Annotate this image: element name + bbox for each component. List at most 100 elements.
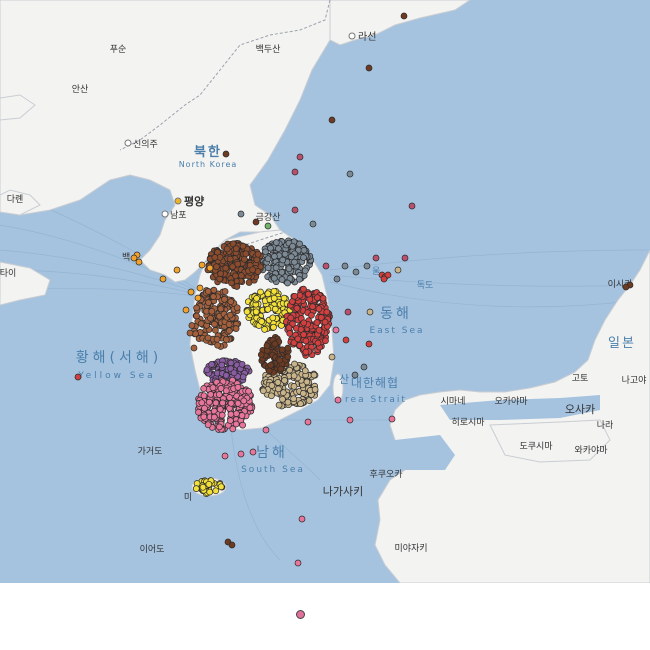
- map-canvas[interactable]: 푸순 백두산 라선 안산 신의주 북한 North Korea 다롄 평양 남포…: [0, 0, 650, 583]
- map-point[interactable]: [264, 255, 272, 263]
- map-point[interactable]: [74, 373, 82, 381]
- map-point[interactable]: [257, 288, 264, 296]
- map-point[interactable]: [186, 329, 194, 337]
- map-point[interactable]: [262, 248, 269, 256]
- map-point[interactable]: [200, 413, 208, 421]
- map-point[interactable]: [187, 288, 195, 296]
- map-point[interactable]: [225, 321, 233, 328]
- map-point[interactable]: [278, 346, 286, 354]
- map-point[interactable]: [228, 279, 235, 287]
- map-point[interactable]: [300, 331, 307, 338]
- map-point[interactable]: [300, 246, 308, 254]
- map-point[interactable]: [279, 389, 287, 396]
- map-point[interactable]: [188, 322, 196, 329]
- map-point[interactable]: [204, 334, 212, 342]
- map-point[interactable]: [204, 288, 212, 295]
- map-point[interactable]: [299, 390, 307, 397]
- map-point[interactable]: [237, 450, 245, 458]
- map-point[interactable]: [229, 263, 236, 270]
- map-point[interactable]: [288, 253, 295, 261]
- map-point[interactable]: [300, 319, 308, 327]
- map-point[interactable]: [281, 377, 288, 384]
- map-point[interactable]: [219, 399, 226, 407]
- map-point[interactable]: [253, 295, 260, 302]
- map-point[interactable]: [210, 293, 217, 300]
- map-point[interactable]: [193, 312, 200, 320]
- map-point[interactable]: [302, 337, 310, 345]
- map-point[interactable]: [212, 326, 219, 334]
- map-point[interactable]: [290, 395, 297, 403]
- map-point[interactable]: [194, 294, 202, 302]
- map-point[interactable]: [268, 392, 275, 400]
- map-point[interactable]: [314, 339, 322, 347]
- map-point[interactable]: [222, 150, 230, 158]
- map-point[interactable]: [227, 359, 235, 367]
- map-point[interactable]: [263, 342, 271, 350]
- map-point[interactable]: [233, 410, 240, 417]
- map-point[interactable]: [227, 298, 235, 305]
- map-point[interactable]: [323, 308, 331, 316]
- map-point[interactable]: [223, 245, 231, 253]
- map-point[interactable]: [229, 425, 237, 433]
- map-point[interactable]: [200, 385, 208, 392]
- map-point[interactable]: [287, 314, 295, 322]
- map-point[interactable]: [285, 265, 293, 273]
- map-point[interactable]: [264, 305, 272, 313]
- map-point[interactable]: [284, 353, 292, 361]
- map-point[interactable]: [227, 417, 234, 424]
- map-point[interactable]: [275, 245, 282, 252]
- map-point[interactable]: [195, 408, 202, 416]
- map-point[interactable]: [226, 255, 234, 263]
- map-point[interactable]: [311, 386, 319, 393]
- map-point[interactable]: [297, 400, 304, 408]
- map-point[interactable]: [372, 254, 380, 262]
- map-point[interactable]: [246, 404, 254, 412]
- map-point[interactable]: [239, 242, 247, 250]
- map-point[interactable]: [298, 515, 306, 523]
- map-point[interactable]: [293, 304, 301, 312]
- map-point[interactable]: [322, 262, 330, 270]
- map-point[interactable]: [271, 305, 279, 313]
- map-point[interactable]: [237, 272, 245, 279]
- map-point[interactable]: [296, 153, 304, 161]
- map-point[interactable]: [272, 264, 280, 272]
- map-point[interactable]: [342, 336, 350, 344]
- map-point[interactable]: [291, 168, 299, 176]
- map-point[interactable]: [272, 239, 280, 246]
- map-point[interactable]: [215, 391, 223, 398]
- map-point[interactable]: [226, 311, 234, 319]
- map-point[interactable]: [264, 264, 272, 272]
- map-point[interactable]: [334, 396, 342, 404]
- map-point[interactable]: [278, 276, 286, 283]
- map-point[interactable]: [216, 405, 224, 413]
- map-point[interactable]: [253, 256, 261, 264]
- map-point[interactable]: [207, 391, 215, 398]
- map-point[interactable]: [208, 307, 216, 315]
- map-point[interactable]: [346, 416, 354, 424]
- map-point[interactable]: [321, 318, 329, 326]
- map-point[interactable]: [304, 418, 312, 426]
- map-point[interactable]: [249, 266, 256, 274]
- map-point[interactable]: [328, 116, 336, 124]
- map-point[interactable]: [351, 371, 359, 379]
- map-point[interactable]: [205, 299, 212, 306]
- map-point[interactable]: [290, 372, 298, 380]
- map-point[interactable]: [315, 326, 323, 334]
- point-clusters[interactable]: [74, 12, 634, 567]
- map-point[interactable]: [267, 361, 275, 369]
- map-point[interactable]: [262, 426, 270, 434]
- map-point[interactable]: [319, 294, 327, 302]
- map-point[interactable]: [279, 256, 287, 264]
- map-point[interactable]: [196, 284, 204, 292]
- map-point[interactable]: [270, 287, 278, 295]
- map-point[interactable]: [264, 290, 272, 298]
- map-point[interactable]: [275, 401, 283, 409]
- map-point[interactable]: [388, 415, 396, 423]
- map-point[interactable]: [230, 369, 238, 377]
- map-point[interactable]: [211, 254, 219, 261]
- map-point[interactable]: [217, 270, 224, 277]
- map-point[interactable]: [315, 305, 323, 313]
- map-point[interactable]: [317, 314, 325, 321]
- map-point[interactable]: [207, 314, 214, 322]
- map-svg[interactable]: 푸순 백두산 라선 안산 신의주 북한 North Korea 다롄 평양 남포…: [0, 0, 650, 583]
